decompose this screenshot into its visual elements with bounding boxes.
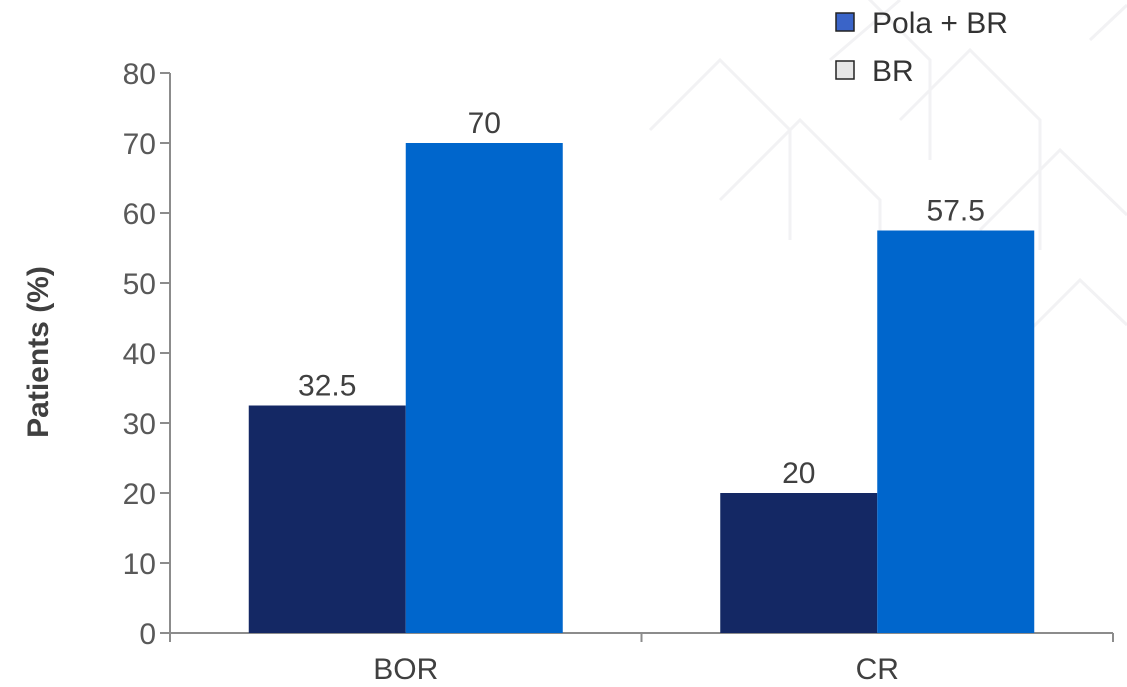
y-tick-label: 50 xyxy=(123,268,156,301)
background-line xyxy=(718,117,882,330)
bar-pola-br-bor xyxy=(405,143,563,633)
y-tick-label: 30 xyxy=(123,408,156,441)
legend-swatch xyxy=(835,60,855,80)
data-label: 20 xyxy=(782,457,815,490)
data-label: 32.5 xyxy=(298,370,356,403)
legend-swatch xyxy=(835,12,855,32)
background-line xyxy=(867,0,932,160)
legend: Pola + BR BR xyxy=(835,7,1008,88)
bar-pola-br-cr xyxy=(877,230,1035,633)
data-label: 70 xyxy=(468,107,501,140)
y-tick-label: 70 xyxy=(123,128,156,161)
y-tick-label: 10 xyxy=(123,548,156,581)
legend-label: Pola + BR xyxy=(872,7,1008,40)
bars: 32.5 70 BOR 20 57.5 CR xyxy=(248,107,1035,686)
y-tick-label: 20 xyxy=(123,478,156,511)
bar-br-cr xyxy=(720,493,878,633)
y-tick-label: 40 xyxy=(123,338,156,371)
x-category-label: BOR xyxy=(373,653,438,686)
background-line xyxy=(648,57,792,240)
background-line xyxy=(898,47,1042,250)
y-tick-label: 60 xyxy=(123,198,156,231)
background-line xyxy=(1088,3,1127,42)
background-line xyxy=(829,0,901,62)
y-tick-label: 0 xyxy=(139,618,156,651)
y-tick-label: 80 xyxy=(123,58,156,91)
x-category-label: CR xyxy=(856,653,899,686)
y-axis-title: Patients (%) xyxy=(22,266,55,438)
data-label: 57.5 xyxy=(927,195,985,228)
legend-label: BR xyxy=(872,55,914,88)
background-line xyxy=(978,147,1127,232)
bar-br-bor xyxy=(248,405,406,633)
